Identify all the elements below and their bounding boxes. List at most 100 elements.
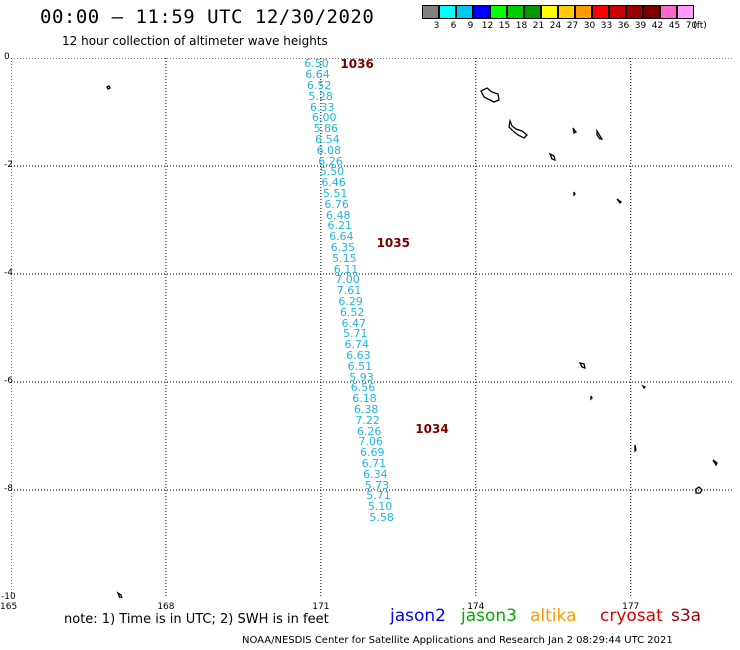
wave-height-value: 5.71: [343, 327, 368, 341]
wave-height-value: 6.11: [333, 262, 359, 276]
page-subtitle: 12 hour collection of altimeter wave hei…: [62, 34, 328, 48]
scale-swatch: [609, 5, 626, 19]
scale-swatch: [592, 5, 609, 19]
satellite-legend-item: s3a: [671, 606, 702, 626]
wave-height-value: 6.51: [347, 359, 373, 373]
island-outline: [116, 591, 123, 598]
island-outline: [695, 486, 703, 494]
y-axis-label: -6: [4, 376, 13, 386]
wave-height-value: 5.71: [366, 489, 391, 503]
satellite-legend-item: jason3: [461, 606, 517, 626]
island-outline: [634, 444, 637, 453]
wave-height-value: 7.06: [358, 435, 384, 449]
wave-height-value: 5.15: [332, 251, 357, 265]
island-outline: [616, 198, 622, 204]
scale-label: 42: [651, 21, 664, 31]
wave-height-value: 6.21: [327, 219, 353, 233]
scale-swatch: [507, 5, 524, 19]
scale-swatch: [677, 5, 694, 19]
wave-height-value: 6.64: [305, 68, 330, 82]
page-title: 00:00 – 11:59 UTC 12/30/2020: [40, 6, 375, 28]
wave-height-value: 6.46: [321, 176, 346, 190]
wave-height-value: 5.28: [308, 89, 333, 103]
scale-label: 33: [600, 21, 613, 31]
wave-height-value: 6.26: [318, 154, 343, 168]
wave-height-value: 5.93: [349, 370, 374, 384]
island-outline: [596, 128, 604, 140]
wave-height-value: 6.50: [304, 57, 329, 71]
island-outline: [578, 362, 586, 369]
wave-height-value: 6.52: [306, 79, 332, 92]
wave-height-value: 6.71: [361, 457, 387, 470]
y-axis-label: -4: [4, 268, 13, 278]
scale-label: 3: [433, 21, 440, 31]
x-axis-label: 168: [157, 602, 175, 612]
wave-height-value: 6.76: [324, 197, 349, 211]
wave-height-value: 6.34: [363, 467, 388, 481]
wave-height-value: 6.33: [309, 100, 335, 114]
x-axis-label: 171: [312, 602, 330, 612]
units-note: note: 1) Time is in UTC; 2) SWH is in fe…: [64, 612, 329, 627]
wave-height-value: 5.73: [364, 478, 390, 492]
scale-label: 21: [532, 21, 545, 31]
island-outline: [572, 127, 577, 134]
satellite-legend-item: cryosat: [600, 606, 663, 626]
scale-label: 70: [685, 21, 698, 31]
wave-height-value: 5.50: [319, 165, 345, 179]
wave-height-value: 6.38: [353, 403, 379, 416]
wave-height-value: 6.52: [339, 305, 365, 319]
scale-label: 36: [617, 21, 630, 31]
wave-height-value: 7.00: [335, 273, 360, 287]
cycle-time-label: 1034: [415, 421, 449, 436]
scale-swatch: [575, 5, 592, 19]
island-outline: [480, 87, 500, 103]
island-outline: [508, 118, 528, 139]
scale-swatch: [541, 5, 558, 19]
island-outline: [106, 85, 111, 90]
scale-label: 39: [634, 21, 647, 31]
wave-height-value: 6.48: [325, 208, 351, 222]
scale-label: 15: [498, 21, 511, 31]
x-axis-label: 177: [622, 602, 640, 612]
scale-swatch: [660, 5, 677, 19]
wave-height-value: 6.08: [316, 143, 342, 157]
wave-height-value: 5.86: [313, 122, 339, 136]
scale-label: 12: [481, 21, 494, 31]
island-outline: [712, 459, 718, 467]
wave-height-value: 6.35: [330, 241, 356, 254]
wave-height-value: 5.10: [367, 500, 393, 514]
wave-height-value: 6.56: [350, 381, 376, 395]
scale-label: 18: [515, 21, 528, 31]
scale-swatch: [439, 5, 456, 19]
wave-height-value: 6.29: [338, 295, 363, 308]
scale-label: 30: [583, 21, 596, 31]
wave-height-value: 6.74: [344, 338, 370, 352]
scale-swatch: [473, 5, 490, 19]
y-axis-label: -8: [4, 484, 13, 494]
y-axis-label: 0: [4, 52, 10, 62]
scale-swatch: [422, 5, 439, 19]
scale-label: 27: [566, 21, 579, 31]
scale-label: 9: [467, 21, 474, 31]
credit-line: NOAA/NESDIS Center for Satellite Applica…: [242, 635, 673, 646]
wave-height-value: 5.51: [322, 187, 348, 200]
satellite-legend-item: altika: [530, 606, 577, 626]
y-axis-label: -10: [1, 592, 16, 602]
scale-swatch: [456, 5, 473, 19]
island-outline: [573, 191, 576, 197]
scale-swatch: [558, 5, 575, 19]
scale-unit: (ft): [693, 21, 707, 31]
island-outline: [590, 395, 593, 401]
scale-label: 6: [450, 21, 457, 31]
wave-height-value: 6.63: [346, 349, 371, 362]
scale-swatch: [490, 5, 507, 19]
map-plot[interactable]: [11, 58, 734, 598]
island-outline: [548, 152, 556, 161]
island-outline: [641, 384, 647, 390]
wave-height-value: 6.18: [352, 392, 377, 406]
wave-height-value: 6.64: [329, 230, 354, 244]
wave-height-value: 6.69: [360, 446, 385, 460]
y-axis-label: -2: [4, 160, 13, 170]
wave-height-value: 6.47: [341, 316, 366, 330]
